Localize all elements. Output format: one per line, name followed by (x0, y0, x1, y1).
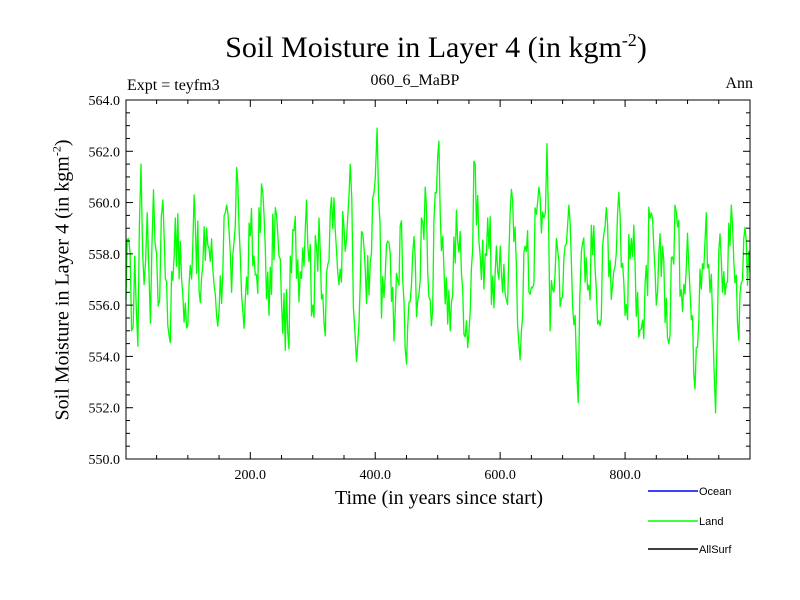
y-tick-label: 562.0 (89, 145, 121, 160)
ticks-layer: 200.0 400.0 600.0 800.0 550.0 552.0 554.0 556.0… (89, 94, 750, 483)
y-axis-label-text: Soil Moisture in Layer 4 (in kgm (51, 156, 74, 421)
x-axis-label-text: Time (in years since start) (334, 487, 544, 509)
chart-title-close: ) (636, 31, 647, 64)
y-axis-label-close: ) (51, 139, 74, 147)
y-tick-label: 556.0 (89, 299, 121, 314)
x-tick-label: 600.0 (484, 468, 516, 483)
x-tick-label: 800.0 (609, 468, 641, 483)
legend-label-allsurf: AllSurf (699, 544, 732, 556)
y-axis-label: Soil Moisture in Layer 4 (in kgm-2) (50, 139, 75, 420)
x-tick-label: 200.0 (235, 468, 267, 483)
chart-title-text: Soil Moisture in Layer 4 (in kgm (225, 31, 622, 64)
chart-legend: Ocean Land AllSurf (648, 486, 732, 556)
legend-label-ocean: Ocean (699, 486, 731, 498)
y-tick-label: 550.0 (89, 453, 121, 468)
chart-title: Soil Moisture in Layer 4 (in kgm-2) (0, 30, 800, 65)
y-tick-label: 552.0 (89, 402, 121, 417)
series-line-land (125, 127, 751, 414)
x-tick-label: 400.0 (359, 468, 391, 483)
y-tick-label: 558.0 (89, 248, 121, 263)
y-tick-label: 560.0 (89, 197, 121, 212)
y-tick-label: 554.0 (89, 350, 121, 365)
y-axis-label-superscript: -2 (49, 146, 64, 157)
y-tick-label: 564.0 (89, 94, 121, 109)
chart-subtitle: 060_6_MaBP (370, 72, 460, 89)
experiment-label: Expt = teyfm3 (127, 77, 220, 94)
legend-label-land: Land (699, 516, 723, 528)
chart-title-superscript: -2 (621, 30, 637, 50)
series-layer (125, 127, 751, 414)
season-label: Ann (725, 75, 753, 92)
